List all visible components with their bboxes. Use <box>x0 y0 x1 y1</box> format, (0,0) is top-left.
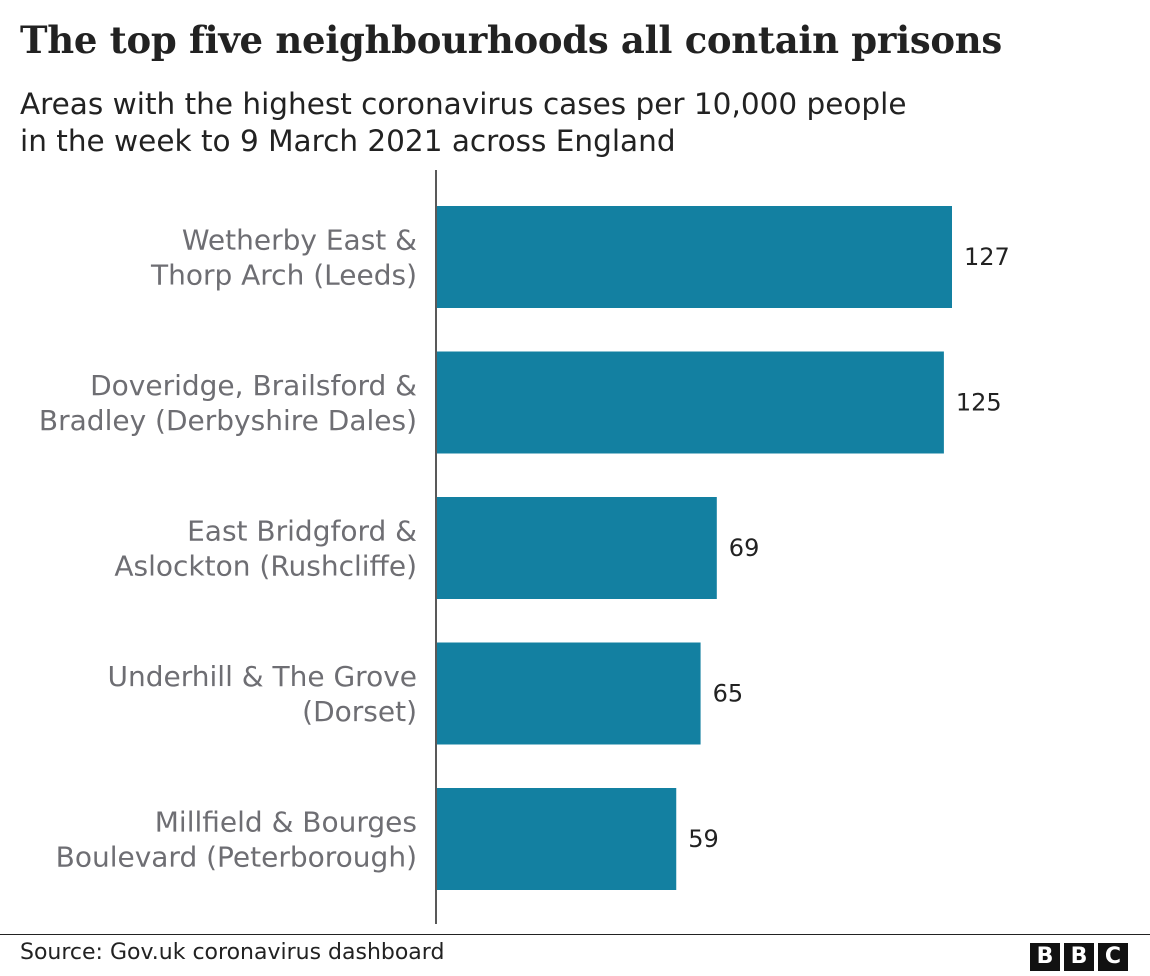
data-label: 127 <box>964 243 1010 271</box>
category-label: Thorp Arch (Leeds) <box>150 259 417 292</box>
bbc-logo: B B C <box>1030 943 1128 971</box>
footer-divider <box>0 934 1150 935</box>
subtitle-line-2: in the week to 9 March 2021 across Engla… <box>20 124 676 158</box>
category-label: Bradley (Derbyshire Dales) <box>39 404 417 437</box>
bar <box>437 351 944 454</box>
category-label: East Bridgford & <box>187 515 417 548</box>
bbc-logo-letter: B <box>1030 943 1060 971</box>
category-label: Doveridge, Brailsford & <box>90 369 417 402</box>
bar <box>437 497 717 599</box>
data-label: 69 <box>729 534 760 562</box>
chart-title: The top five neighbourhoods all contain … <box>20 18 1002 62</box>
category-label: Millfield & Bourges <box>155 806 417 839</box>
data-label: 65 <box>713 680 744 708</box>
bbc-logo-letter: B <box>1064 943 1094 971</box>
subtitle-line-1: Areas with the highest coronavirus cases… <box>20 87 907 121</box>
category-label: Boulevard (Peterborough) <box>56 841 417 874</box>
category-label: Underhill & The Grove <box>108 660 417 693</box>
data-label: 59 <box>688 825 719 853</box>
category-label: Aslockton (Rushcliffe) <box>114 550 417 583</box>
data-label: 125 <box>956 389 1002 417</box>
bar <box>437 206 952 308</box>
source-note: Source: Gov.uk coronavirus dashboard <box>20 940 445 965</box>
chart-subtitle: Areas with the highest coronavirus cases… <box>20 86 907 160</box>
bar-chart: 127 Wetherby East &Thorp Arch (Leeds) 125 D… <box>39 170 1010 924</box>
bar <box>437 788 677 890</box>
bbc-logo-letter: C <box>1098 943 1128 971</box>
category-label: (Dorset) <box>302 695 417 728</box>
bar <box>437 642 701 745</box>
category-label: Wetherby East & <box>182 224 417 257</box>
